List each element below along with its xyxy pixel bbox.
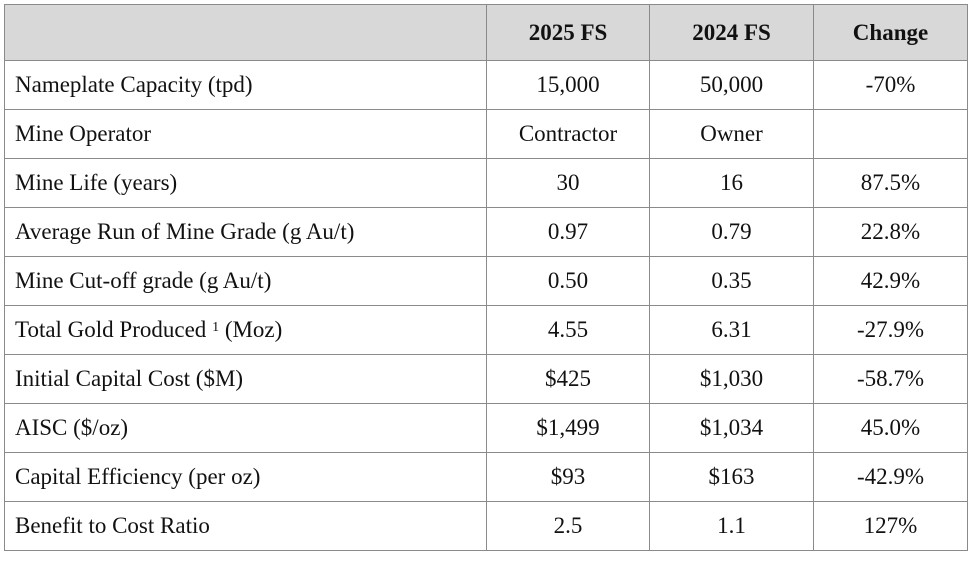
value-change: 127%	[813, 501, 968, 551]
row-label: Average Run of Mine Grade (g Au/t)	[4, 207, 487, 257]
row-label-unit: (Moz)	[219, 317, 283, 342]
value-2024: $1,030	[649, 354, 814, 404]
header-row: 2025 FS 2024 FS Change	[4, 4, 968, 61]
value-change: -27.9%	[813, 305, 968, 355]
table-row: Mine Operator Contractor Owner	[4, 109, 968, 159]
value-change	[813, 109, 968, 159]
value-2024: 0.79	[649, 207, 814, 257]
value-2024: 16	[649, 158, 814, 208]
footnote-marker: 1	[212, 320, 220, 335]
row-label: Capital Efficiency (per oz)	[4, 452, 487, 502]
row-label: Nameplate Capacity (tpd)	[4, 60, 487, 110]
value-change: -70%	[813, 60, 968, 110]
table-row: Average Run of Mine Grade (g Au/t) 0.97 …	[4, 207, 968, 257]
table-row: Benefit to Cost Ratio 2.5 1.1 127%	[4, 501, 968, 551]
value-2025: 30	[486, 158, 650, 208]
value-change: 45.0%	[813, 403, 968, 453]
value-2025: $1,499	[486, 403, 650, 453]
comparison-table: 2025 FS 2024 FS Change Nameplate Capacit…	[4, 4, 968, 551]
value-2024: 1.1	[649, 501, 814, 551]
row-label: Mine Cut-off grade (g Au/t)	[4, 256, 487, 306]
header-2025-fs: 2025 FS	[486, 4, 650, 61]
row-label: Initial Capital Cost ($M)	[4, 354, 487, 404]
row-label: Mine Operator	[4, 109, 487, 159]
value-2024: 0.35	[649, 256, 814, 306]
row-label: Benefit to Cost Ratio	[4, 501, 487, 551]
header-label-column	[4, 4, 487, 61]
value-2025: 4.55	[486, 305, 650, 355]
table-header: 2025 FS 2024 FS Change	[4, 4, 968, 61]
value-change: 22.8%	[813, 207, 968, 257]
value-2025: 15,000	[486, 60, 650, 110]
row-label: AISC ($/oz)	[4, 403, 487, 453]
table-row: AISC ($/oz) $1,499 $1,034 45.0%	[4, 403, 968, 453]
value-2025: 0.50	[486, 256, 650, 306]
value-2024: 50,000	[649, 60, 814, 110]
row-label: Total Gold Produced 1 (Moz)	[4, 305, 487, 355]
value-2024: 6.31	[649, 305, 814, 355]
value-2025: 0.97	[486, 207, 650, 257]
table-row: Mine Life (years) 30 16 87.5%	[4, 158, 968, 208]
value-change: 42.9%	[813, 256, 968, 306]
value-2025: 2.5	[486, 501, 650, 551]
table-row: Total Gold Produced 1 (Moz) 4.55 6.31 -2…	[4, 305, 968, 355]
value-2025: $93	[486, 452, 650, 502]
header-2024-fs: 2024 FS	[649, 4, 814, 61]
value-change: 87.5%	[813, 158, 968, 208]
row-label-text: Total Gold Produced	[15, 317, 213, 342]
value-change: -58.7%	[813, 354, 968, 404]
value-change: -42.9%	[813, 452, 968, 502]
value-2024: Owner	[649, 109, 814, 159]
value-2024: $1,034	[649, 403, 814, 453]
table-row: Mine Cut-off grade (g Au/t) 0.50 0.35 42…	[4, 256, 968, 306]
value-2024: $163	[649, 452, 814, 502]
value-2025: Contractor	[486, 109, 650, 159]
table-row: Capital Efficiency (per oz) $93 $163 -42…	[4, 452, 968, 502]
row-label: Mine Life (years)	[4, 158, 487, 208]
table-row: Initial Capital Cost ($M) $425 $1,030 -5…	[4, 354, 968, 404]
table-body: Nameplate Capacity (tpd) 15,000 50,000 -…	[4, 60, 968, 551]
value-2025: $425	[486, 354, 650, 404]
table-row: Nameplate Capacity (tpd) 15,000 50,000 -…	[4, 60, 968, 110]
header-change: Change	[813, 4, 968, 61]
